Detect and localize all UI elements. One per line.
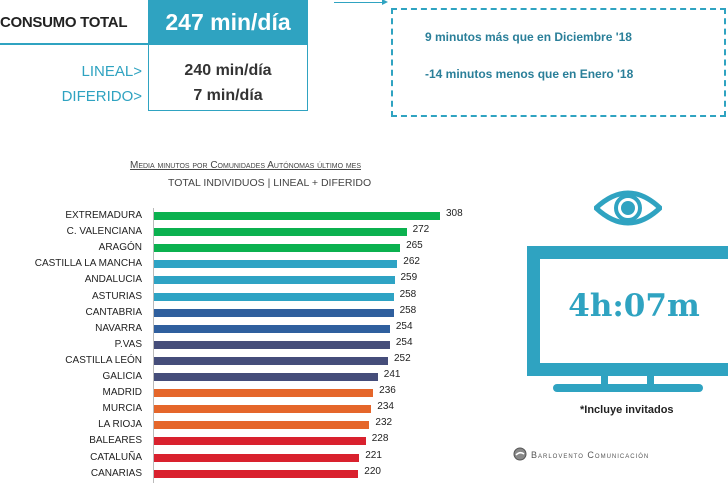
bar-value: 236 (379, 385, 396, 397)
bar (154, 308, 394, 317)
bar-value: 259 (400, 272, 418, 284)
bar (154, 389, 374, 398)
bar-label: CASTILLA LEÓN (65, 354, 142, 366)
bar-label: P.VAS (114, 338, 142, 350)
monitor-stand (647, 376, 654, 385)
bar-value: 265 (406, 240, 423, 252)
bar-value: 220 (364, 465, 381, 477)
bar-label: ASTURIAS (91, 290, 142, 302)
bar-value: 308 (446, 208, 463, 219)
bar-label: EXTREMADURA (65, 210, 142, 221)
bar (154, 373, 378, 381)
bar (154, 324, 390, 333)
bar-label: CATALUÑA (90, 451, 142, 463)
divider (0, 43, 150, 45)
bar-label: MURCIA (102, 403, 142, 415)
bar (154, 292, 394, 301)
bar-value: 252 (394, 352, 411, 364)
arrow-icon (334, 0, 388, 5)
bar (154, 260, 398, 269)
bar-label: CANARIAS (90, 467, 142, 479)
bar-label: LA RIOJA (98, 419, 142, 431)
bar-value: 241 (383, 369, 401, 380)
bar-value: 221 (365, 449, 382, 461)
diferido-value: 7 min/día (193, 87, 263, 104)
bar-value: 254 (395, 336, 413, 348)
bar-value: 258 (399, 304, 417, 316)
tv-note: *Incluye invitados (580, 404, 674, 416)
bar-value: 232 (375, 417, 393, 429)
diferido-label: DIFERIDO> (61, 88, 142, 105)
comparison-line-2: -14 minutos menos que en Enero '18 (425, 67, 634, 81)
bar (154, 437, 366, 446)
comparison-line-1: 9 minutos más que en Diciembre '18 (425, 30, 632, 44)
bar-value: 228 (371, 433, 389, 445)
lineal-value: 240 min/día (184, 62, 272, 79)
total-value: 247 min/día (148, 0, 308, 45)
chart-title: Media minutos por Comunidades Autónomas … (130, 160, 361, 171)
eye-icon (594, 190, 662, 226)
bar-label: CANTABRIA (85, 306, 143, 318)
bar (154, 469, 359, 478)
bar-value: 234 (377, 401, 394, 413)
bar-label: ANDALUCIA (84, 274, 142, 286)
tv-monitor-icon (527, 246, 728, 376)
bar-label: GALICIA (102, 371, 142, 382)
monitor-stand (601, 376, 608, 385)
bar (154, 356, 388, 365)
comparison-box (391, 8, 726, 117)
chart-axis (153, 208, 154, 483)
bar-value: 262 (403, 256, 420, 268)
bar-label: CASTILLA LA MANCHA (34, 258, 142, 270)
chart-subtitle: TOTAL INDIVIDUOS | LINEAL + DIFERIDO (168, 177, 372, 189)
bar-label: ARAGÓN (98, 242, 142, 254)
bar (154, 228, 407, 237)
total-label: CONSUMO TOTAL (0, 14, 128, 31)
bar-label: MADRID (102, 387, 142, 399)
bar-value: 258 (399, 288, 417, 300)
bar (154, 453, 360, 462)
bar (154, 212, 440, 220)
bar-label: C. VALENCIANA (66, 226, 142, 238)
breakdown-box (148, 45, 308, 111)
bar (154, 340, 390, 349)
bar (154, 405, 372, 414)
logo-text: Barlovento Comunicación (531, 450, 650, 460)
bar-value: 272 (412, 224, 430, 236)
bar (154, 244, 401, 253)
tv-time-value: 4h:07m (568, 288, 700, 324)
bar-label: NAVARRA (95, 322, 142, 334)
barlovento-logo-icon (513, 447, 527, 461)
bar-value: 254 (395, 320, 413, 332)
bar-label: BALEARES (89, 435, 142, 447)
lineal-label: LINEAL> (81, 63, 142, 80)
bar (154, 421, 370, 430)
bar (154, 276, 395, 285)
monitor-base (553, 384, 703, 392)
